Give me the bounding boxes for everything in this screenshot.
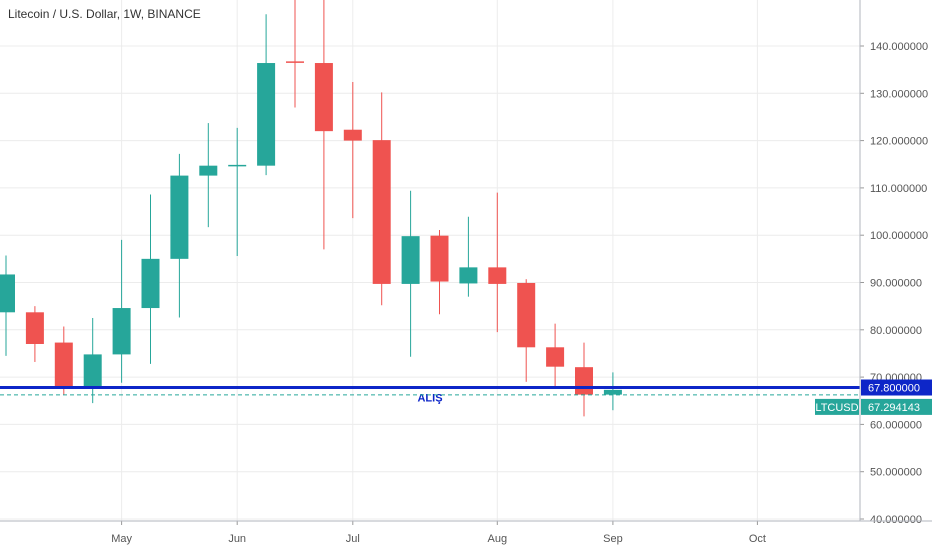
y-tick-label: 40.000000 <box>870 514 922 526</box>
candle <box>459 216 478 297</box>
candle <box>314 0 333 250</box>
candle <box>0 255 15 356</box>
last-price-tag-text: 67.294143 <box>868 402 920 414</box>
y-tick-label: 90.000000 <box>870 278 922 290</box>
x-tick-label: Oct <box>749 533 766 545</box>
x-tick-label: Jun <box>228 533 246 545</box>
candle-body <box>372 140 391 284</box>
y-tick-label: 110.000000 <box>870 183 927 195</box>
last-price-tag <box>861 398 932 415</box>
candle-body <box>0 274 15 313</box>
candle-body <box>199 165 218 176</box>
candle-body <box>575 367 593 395</box>
candle <box>83 317 102 404</box>
candle <box>430 229 449 315</box>
buy-level-tag-text: 67.800000 <box>868 383 920 395</box>
candle-body <box>430 235 449 282</box>
candle-body <box>459 267 478 284</box>
candle <box>401 190 420 357</box>
x-tick-label: Aug <box>488 533 508 545</box>
candle-body <box>401 236 420 284</box>
x-tick-label: Sep <box>603 533 623 545</box>
candle-body <box>141 258 160 309</box>
y-tick-label: 50.000000 <box>870 467 922 479</box>
candle-body <box>257 63 276 166</box>
candle <box>575 342 593 417</box>
candle <box>603 372 622 411</box>
candle <box>372 92 391 306</box>
candle <box>54 326 73 395</box>
candle <box>286 0 304 108</box>
y-tick-label: 140.000000 <box>870 41 928 53</box>
candle <box>199 123 218 228</box>
candles <box>0 0 622 417</box>
candle-body <box>314 63 333 132</box>
x-tick-label: May <box>111 533 132 545</box>
grid-lines <box>0 0 860 521</box>
candle-body <box>488 267 507 284</box>
candle <box>343 81 362 219</box>
candle <box>546 323 565 387</box>
buy-level-tag <box>861 379 932 396</box>
horizontal-level[interactable]: ALIŞ <box>0 386 860 405</box>
candle-body <box>112 308 131 355</box>
y-tick-label: 60.000000 <box>870 419 922 431</box>
candle-body <box>517 282 536 348</box>
candle <box>257 14 276 176</box>
candle-body <box>546 347 565 367</box>
y-tick-label: 80.000000 <box>870 325 922 337</box>
candle <box>517 279 536 382</box>
symbol-tag-text: LTCUSD <box>815 402 858 414</box>
x-tick-label: Jul <box>346 533 360 545</box>
candle <box>228 127 247 257</box>
candle <box>488 192 507 333</box>
price-axis[interactable]: 140.000000 130.000000 120.000000 110.000000… <box>859 0 928 526</box>
buy-level-label: ALIŞ <box>417 393 442 405</box>
candle <box>25 306 44 362</box>
candle <box>141 194 160 364</box>
candle-body <box>25 312 44 344</box>
y-tick-label: 130.000000 <box>870 88 928 100</box>
y-tick-label: 120.000000 <box>870 136 928 148</box>
candle-body <box>603 389 622 395</box>
candle-body <box>343 129 362 141</box>
chart-title: Litecoin / U.S. Dollar, 1W, BINANCE <box>8 7 201 21</box>
price-tags: 67.800000 LTCUSD 67.294143 <box>0 379 932 415</box>
candle-body <box>170 175 189 259</box>
candle <box>112 239 131 383</box>
candle <box>170 153 189 318</box>
time-axis[interactable]: May Jun Jul Aug Sep Oct <box>0 520 932 545</box>
candle-body <box>83 354 102 388</box>
candle-body <box>54 342 73 388</box>
y-tick-label: 100.000000 <box>870 230 928 242</box>
symbol-tag <box>815 398 859 415</box>
